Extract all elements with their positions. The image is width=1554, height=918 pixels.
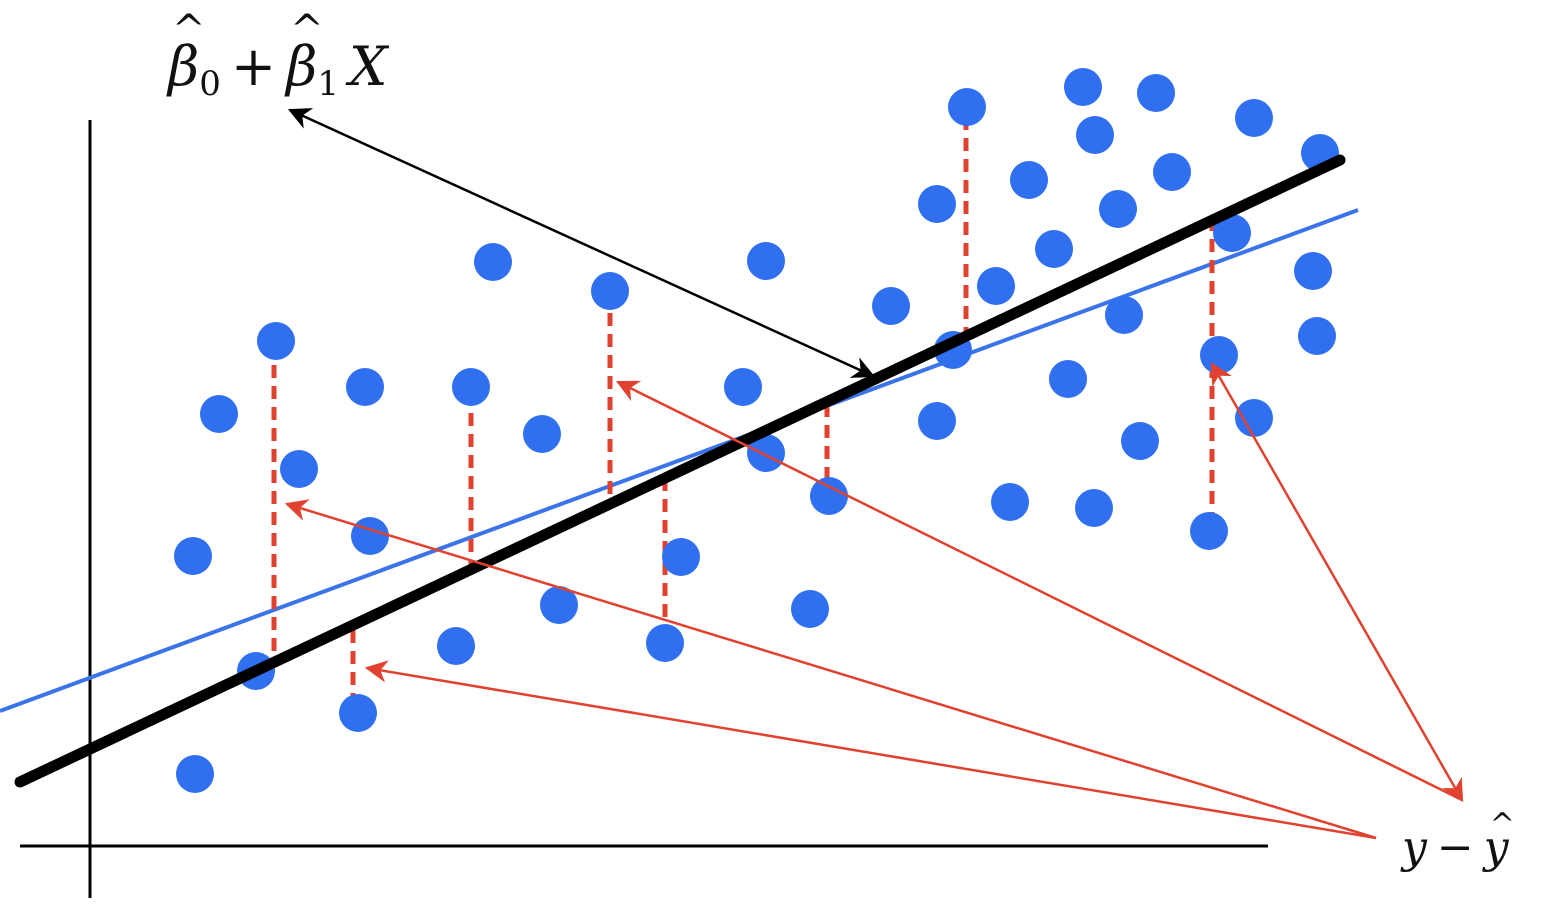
fitted-regression-line (14, 154, 1346, 788)
data-point (1298, 317, 1336, 355)
data-point (437, 627, 475, 665)
residual-arrow (615, 380, 1463, 802)
y-hat-variable: y (1484, 810, 1515, 870)
data-point (280, 450, 318, 488)
minus-sign: − (1436, 822, 1474, 873)
data-point (351, 517, 389, 555)
data-point (1076, 116, 1114, 154)
data-point (1099, 190, 1137, 228)
beta0-symbol: β (168, 10, 206, 94)
data-point (174, 537, 212, 575)
residual-arrow (284, 499, 1377, 840)
true-regression-line (0, 208, 1359, 713)
data-point (747, 434, 785, 472)
y-variable: y (1402, 822, 1427, 873)
data-point (918, 185, 956, 223)
data-point (977, 267, 1015, 305)
residuals (271, 117, 1215, 698)
data-point (1075, 489, 1113, 527)
data-point (1049, 360, 1087, 398)
data-point (1153, 153, 1191, 191)
data-point (991, 483, 1029, 521)
data-point (791, 590, 829, 628)
data-point (1064, 68, 1102, 106)
residual-equation: y−y (1402, 810, 1515, 870)
data-point (1137, 74, 1175, 112)
data-point (540, 586, 578, 624)
data-point (1035, 230, 1073, 268)
data-point (1121, 422, 1159, 460)
data-point (1235, 399, 1273, 437)
data-point (1235, 99, 1273, 137)
plus-sign: + (230, 35, 277, 98)
data-point (918, 402, 956, 440)
data-point (810, 477, 848, 515)
data-point (646, 624, 684, 662)
x-variable: X (348, 35, 388, 98)
residual-arrows (284, 362, 1464, 840)
data-point (339, 694, 377, 732)
data-point (452, 368, 490, 406)
residual-arrow (364, 660, 1377, 840)
data-point (1294, 252, 1332, 290)
beta1-subscript: 1 (317, 64, 339, 104)
data-point (1213, 214, 1251, 252)
data-point (1190, 512, 1228, 550)
data-points (174, 68, 1339, 793)
data-point (1010, 161, 1048, 199)
beta0-subscript: 0 (199, 64, 221, 104)
data-point (346, 368, 384, 406)
fitted-line-equation: β0+β1X (168, 10, 387, 104)
data-point (474, 243, 512, 281)
data-point (257, 322, 295, 360)
residual-arrow (1210, 362, 1464, 802)
data-point (747, 242, 785, 280)
data-point (176, 755, 214, 793)
fit-label-arrow (287, 108, 876, 378)
data-point (200, 395, 238, 433)
data-point (948, 88, 986, 126)
data-point (662, 538, 700, 576)
data-point (591, 272, 629, 310)
data-point (523, 415, 561, 453)
data-point (1200, 336, 1238, 374)
beta1-symbol: β (286, 10, 324, 94)
data-point (724, 368, 762, 406)
data-point (1105, 296, 1143, 334)
data-point (872, 287, 910, 325)
